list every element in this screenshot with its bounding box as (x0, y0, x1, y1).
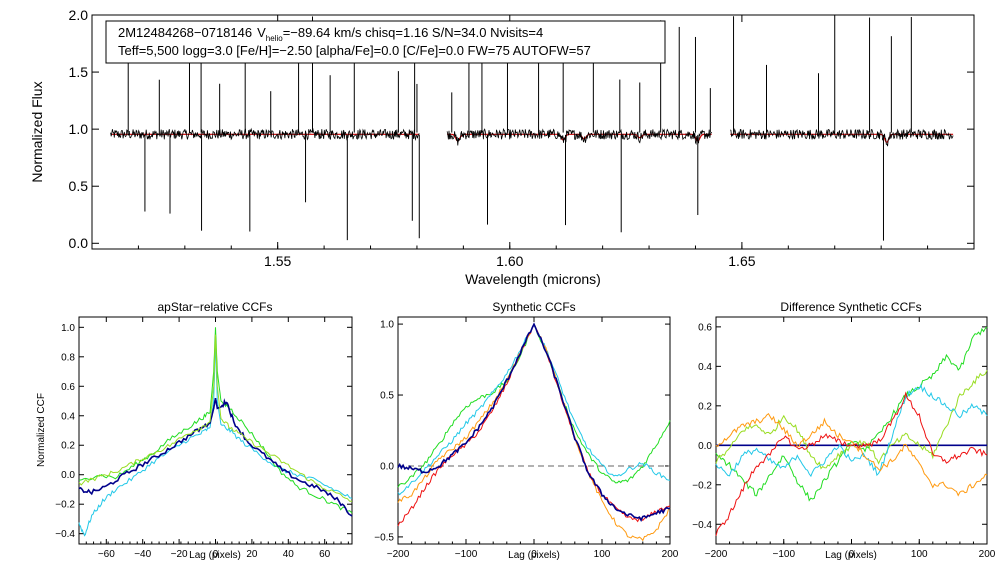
spectrum-ytick-label: 2.0 (69, 7, 89, 23)
header-box-frame (105, 20, 666, 64)
ccf2-xtick-label: −100 (455, 549, 478, 560)
ccf3-xtick-label: −100 (772, 549, 795, 560)
ccf3-ytick-label: 0.4 (698, 362, 712, 373)
ccf3-ticks: −200 −100 0 100 200 −0.4 −0.2 0.0 0.2 0.4 0.6 (692, 317, 996, 560)
ccf1-series-visit1 (78, 342, 353, 537)
header-line-1: 2M12484268−0718146 Vhelio=−89.64 km/s chi… (118, 25, 543, 43)
ccf1-ytick-label: −0.4 (55, 529, 75, 540)
ccf1-ytick-label: 0.6 (61, 382, 75, 393)
ccf2-series-dark (397, 322, 671, 522)
ccf1-ytick-label: 1.0 (61, 323, 75, 334)
ccf1-ytick-label: 0.8 (61, 352, 75, 363)
ccf2-ticks: −200 −100 0 100 200 −0.5 0.0 0.5 1.0 (374, 317, 679, 560)
ccf2-ytick-label: 0.5 (380, 391, 394, 402)
spectrum-ytick-label: 1.0 (69, 121, 89, 137)
ccf1-xlabel: Lag (pixels) (189, 550, 241, 561)
ccf3-plot-frame (715, 316, 988, 545)
spectrum-xtick-label: 1.60 (496, 253, 523, 269)
vhelio-symbol: V (257, 25, 266, 40)
object-id: 2M12484268−0718146 (118, 25, 252, 40)
ccf1-ytick-label: −0.2 (55, 500, 75, 511)
ccf2-series-red (397, 322, 671, 527)
ccf2-xlabel: Lag (pixels) (508, 550, 560, 561)
ccf3-title: Difference Synthetic CCFs (780, 300, 921, 314)
spectrum-segment (110, 127, 420, 141)
header-line-2: Teff=5,500 logg=3.0 [Fe/H]=−2.50 [alpha/… (118, 43, 591, 58)
spectrum-ytick-label: 1.5 (69, 64, 89, 80)
ccf2-xtick-label: 0 (531, 549, 537, 560)
ccf2-xtick-label: 100 (594, 549, 611, 560)
spectrum-segment (446, 127, 713, 146)
ccf3-ytick-label: 0.6 (698, 322, 712, 333)
vhelio-subscript: helio (266, 34, 283, 43)
ccf2-ytick-label: 1.0 (380, 320, 394, 331)
spectrum-xlabel: Wavelength (microns) (465, 271, 601, 287)
spectrum-xtick-label: 1.65 (728, 253, 755, 269)
spectrum-xtick-label: 1.55 (264, 253, 291, 269)
ccf3-ytick-label: 0.2 (698, 401, 712, 412)
ccf2-xtick-label: 200 (662, 549, 679, 560)
spectrum-ytick-label: 0.0 (69, 235, 89, 251)
ccf1-ytick-label: 0.4 (61, 411, 75, 422)
ccf1-xtick-label: −20 (171, 549, 188, 560)
ccf1-xtick-label: 20 (246, 549, 258, 560)
ccf1-xtick-label: 60 (319, 549, 331, 560)
spectrum-ylabel: Normalized Flux (29, 81, 45, 182)
header-line-1-values: =−89.64 km/s chisq=1.16 S/N=34.0 Nvisits… (283, 25, 544, 40)
ccf3-xtick-label: −200 (705, 549, 728, 560)
ccf-panel-apstar: apStar−relative CCFs −60 −40 −20 0 20 40 60 −0.… (36, 300, 353, 561)
ccf1-lines (78, 327, 353, 537)
ccf1-xtick-label: −60 (98, 549, 115, 560)
ccf3-series-orange (715, 412, 988, 497)
ccf2-ytick-label: 0.0 (380, 461, 394, 472)
ccf2-plot-frame (397, 316, 671, 545)
spectrum-plot-frame (91, 14, 975, 250)
spectrum-ticks: 1.55 1.60 1.65 0.0 0.5 1.0 1.5 2.0 (69, 7, 974, 269)
ccf3-xtick-label: 100 (911, 549, 928, 560)
ccf1-ytick-label: 0.0 (61, 470, 75, 481)
ccf1-series-visit3 (78, 397, 353, 517)
ccf1-xtick-label: −40 (134, 549, 151, 560)
ccf2-title: Synthetic CCFs (492, 300, 575, 314)
spectrum-segment (730, 127, 954, 147)
ccf2-series-cyan (397, 322, 671, 496)
ccf3-series-cyan (715, 383, 988, 478)
ccf2-xtick-label: −200 (387, 549, 410, 560)
spectrum-ytick-label: 0.5 (69, 178, 89, 194)
ccf2-series-green (397, 322, 671, 488)
ccf3-xlabel: Lag (pixels) (825, 550, 877, 561)
ccf3-lines (715, 326, 988, 536)
ccf1-series-visit2 (78, 327, 353, 514)
ccf3-ytick-label: 0.0 (698, 441, 712, 452)
ccf1-ylabel: Normalized CCF (36, 393, 47, 467)
ccf3-series-green (715, 326, 988, 502)
ccf2-series-orange (397, 322, 671, 542)
ccf-panel-difference: Difference Synthetic CCFs −200 −100 0 100 20… (692, 300, 996, 561)
ccf2-lines (397, 322, 671, 542)
ccf-panel-synthetic: Synthetic CCFs −200 −100 0 100 200 −0.5 0.0 0.5… (374, 300, 679, 561)
ccf1-title: apStar−relative CCFs (157, 300, 272, 314)
ccf3-ytick-label: −0.2 (692, 480, 712, 491)
ccf1-xtick-label: 0 (213, 549, 219, 560)
ccf3-series-red (715, 391, 988, 536)
ccf3-ytick-label: −0.4 (692, 520, 712, 531)
header-info-box: 2M12484268−0718146 Vhelio=−89.64 km/s chi… (105, 20, 666, 64)
ccf3-xtick-label: 0 (849, 549, 855, 560)
ccf1-series-visit4 (78, 334, 352, 502)
ccf1-ytick-label: 0.2 (61, 441, 75, 452)
ccf2-ytick-label: −0.5 (374, 532, 394, 543)
ccf1-xtick-label: 40 (283, 549, 295, 560)
ccf1-ticks: −60 −40 −20 0 20 40 60 −0.4 −0.2 0.0 0.2 0.4 0.6 0.8 1… (55, 317, 352, 560)
ccf3-xtick-label: 200 (979, 549, 996, 560)
